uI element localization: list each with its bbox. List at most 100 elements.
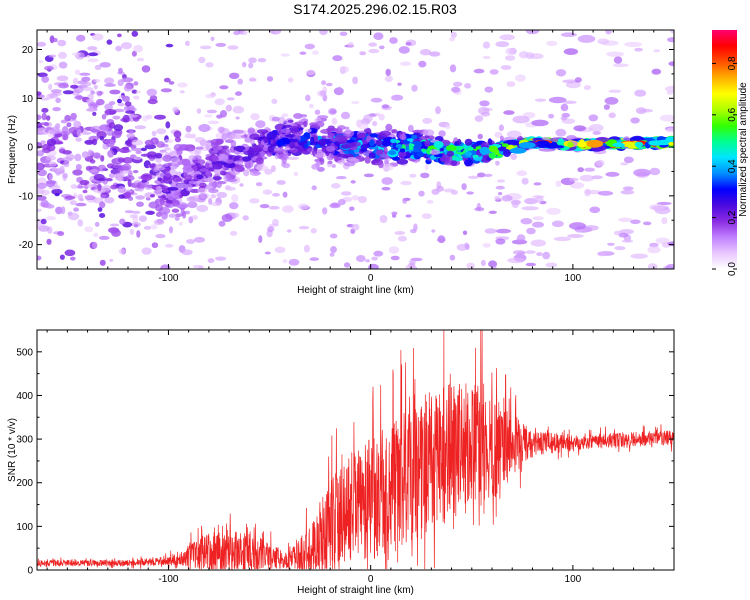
spectrogram-cell (457, 138, 462, 146)
spectrogram-cell (507, 257, 525, 264)
spectrogram-cell (385, 68, 391, 77)
spectrogram-cell (118, 147, 130, 154)
spectrogram-cell (373, 32, 384, 40)
spectrogram-cell (216, 181, 222, 189)
spectrogram-cell (72, 77, 79, 85)
spectrogram-cell (583, 85, 592, 91)
spectrogram-cell (560, 103, 569, 112)
spectrogram-cell (135, 150, 142, 155)
spectrogram-cell (475, 146, 482, 150)
spectrogram-ytick-label: -10 (19, 191, 34, 202)
spectrogram-cell (411, 129, 424, 133)
spectrogram-cell (277, 116, 286, 124)
spectrogram-cell (220, 170, 227, 176)
spectrogram-cell (281, 113, 289, 118)
spectrogram-cell (530, 239, 546, 247)
spectrogram-cell (198, 124, 211, 132)
spectrogram-cell (195, 146, 204, 150)
spectrogram-y-axis-label: Frequency (Hz) (7, 115, 18, 184)
spectrogram-cell (369, 139, 375, 147)
spectrogram-cell (548, 113, 555, 119)
spectrogram-cell (159, 149, 167, 153)
spectrogram-cell (422, 117, 433, 124)
spectrogram-cell (546, 207, 561, 215)
spectrogram-cell (100, 155, 105, 162)
spectrogram-cell (665, 136, 674, 143)
spectrogram-cell (46, 238, 52, 245)
spectrogram-cell (473, 68, 485, 74)
spectrogram-cell (340, 66, 350, 73)
spectrogram-cell (560, 116, 568, 121)
spectrogram-cell (446, 150, 454, 157)
spectrogram-cell (117, 185, 126, 194)
spectrogram-cell (443, 188, 455, 193)
spectrogram-cell (133, 156, 142, 160)
spectrogram-cell (167, 187, 179, 191)
spectrogram-cell (106, 39, 113, 45)
spectrogram-cell (60, 206, 66, 215)
spectrogram-cell (162, 163, 169, 168)
spectrogram-cell (104, 77, 115, 84)
spectrogram-cell (52, 107, 61, 112)
spectrogram-cell (141, 65, 151, 73)
spectrogram-cell (597, 38, 610, 45)
spectrogram-cell (37, 41, 47, 47)
spectrogram-cell (88, 169, 99, 173)
spectrogram-cell (126, 133, 135, 139)
spectrogram-cell (225, 104, 232, 112)
spectrogram-cell (526, 227, 536, 235)
spectrogram-cell (37, 114, 42, 121)
spectrogram-cell (477, 133, 483, 140)
spectrogram-cell (667, 241, 674, 247)
spectrogram-cell (226, 97, 235, 101)
spectrogram-cell (112, 115, 121, 120)
spectrogram-cell (293, 113, 303, 119)
spectrogram-cell (205, 162, 210, 167)
spectrogram-cell (48, 83, 53, 91)
colorbar-tick-label: 0.6 (727, 107, 738, 121)
spectrogram-cell (183, 174, 193, 181)
snr-series-line (37, 330, 674, 570)
spectrogram-cell (138, 215, 147, 222)
spectrogram-cell (154, 114, 166, 120)
spectrogram-cell (534, 98, 547, 102)
spectrogram-cell (360, 148, 368, 152)
spectrogram-heatmap (37, 30, 674, 269)
spectrogram-cell (210, 138, 223, 146)
spectrogram-cell (435, 106, 441, 115)
spectrogram-cell (68, 212, 80, 221)
spectrogram-cell (70, 84, 79, 89)
spectrogram-cell (231, 194, 239, 202)
spectrogram-cell (92, 33, 104, 41)
spectrogram-cell (105, 178, 113, 182)
spectrogram-cell (510, 153, 517, 160)
spectrogram-cell (495, 41, 510, 48)
spectrogram-cell (350, 180, 356, 184)
spectrogram-cell (127, 179, 132, 187)
spectrogram-cell (649, 242, 659, 248)
spectrogram-cell (264, 168, 273, 175)
spectrogram-cell (375, 112, 381, 117)
spectrogram-cell (589, 206, 601, 214)
spectrogram-cell (133, 95, 140, 100)
spectrogram-cell (321, 147, 328, 152)
spectrogram-cell (264, 251, 271, 255)
spectrogram-cell (189, 198, 201, 203)
spectrogram-cell (93, 105, 98, 109)
spectrogram-cell (99, 213, 106, 218)
spectrogram-cell (651, 68, 662, 75)
spectrogram-cell (605, 171, 620, 177)
spectrogram-cell (603, 104, 611, 110)
spectrogram-cell (131, 30, 139, 37)
spectrogram-cell (188, 155, 196, 161)
spectrogram-cell (356, 255, 366, 262)
spectrogram-cell (220, 110, 227, 118)
spectrogram-cell (267, 145, 273, 153)
spectrogram-cell (98, 235, 110, 240)
spectrogram-cell (557, 138, 565, 145)
spectrogram-xtick-label: -100 (158, 273, 178, 284)
spectrogram-cell (542, 251, 551, 260)
spectrogram-cell (155, 204, 163, 212)
spectrogram-cell (299, 51, 307, 55)
